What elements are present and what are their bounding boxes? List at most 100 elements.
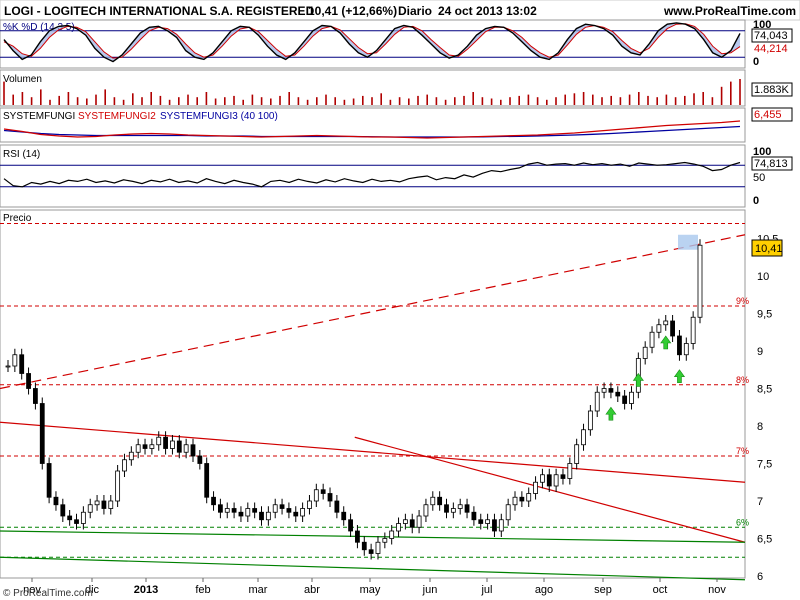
volume-bar [159,95,162,105]
time-axis-label: feb [195,584,210,596]
volume-bar [95,94,97,105]
candle [546,474,552,487]
rsi-panel: RSI (14) 100 50 0 74,813 [0,144,793,208]
candle [581,429,586,446]
volume-bar [555,97,557,105]
stochastic-k-value: 74,043 [754,30,788,42]
volume-bar [132,93,134,105]
time-axis-label: may [360,584,381,596]
time-axis-label: ago [535,584,553,596]
volume-bar [481,97,484,105]
stochastic-label: %K %D (14 3 5) [3,22,75,33]
candle [505,504,511,521]
volume-bar [316,97,318,105]
candle [163,436,168,449]
price-tick-label: 8 [757,421,763,433]
price-tick-label: 6,5 [757,534,772,546]
price-level-label: 7% [736,446,749,456]
volume-bar [279,95,281,105]
time-axis-label: nov [23,584,41,596]
header-quote: 10,41 (+12,66%) [308,4,397,18]
price-axis: 10,5109,598,587,576,56 [757,234,778,584]
volume-bar [67,92,70,105]
price-tick-label: 9,5 [757,309,772,321]
volume-bar [500,99,502,105]
volume-bar [260,97,263,105]
time-axis-label: jun [422,584,438,596]
systemfungi-label-2: SYSTEMFUNGI2 [78,111,156,122]
time-axis-label: oct [653,584,668,596]
candle [245,508,251,517]
trendline [0,234,746,390]
candle [183,444,189,453]
candle [622,395,628,404]
systemfungi-plot [3,120,741,139]
candle [587,410,593,431]
stochastic-tick-0: 0 [753,56,759,68]
price-plot: 9% 8% 7% 6% [0,223,749,581]
volume-bar [86,98,88,105]
candle [368,549,374,554]
time-axis-label: abr [304,584,320,596]
price-tick-label: 7,5 [757,459,772,471]
trendline [354,436,746,543]
volume-bar [233,95,235,105]
volume-bar [610,95,612,105]
volume-bar [518,95,520,105]
candle [286,508,292,513]
candle [300,508,306,517]
candle [313,489,319,502]
candle [430,496,436,506]
candle [615,391,621,397]
volume-bar [546,99,548,105]
candle [553,474,559,487]
candle [108,500,114,509]
candle [149,444,155,449]
time-axis-label: 2013 [134,584,158,596]
candle [115,470,121,502]
volume-bar [306,99,309,105]
candle [444,504,449,513]
volume-bar [702,92,704,105]
candle [272,504,278,513]
candle [677,335,682,356]
rsi-label: RSI (14) [3,149,40,160]
volume-bar [573,93,576,105]
candle [156,436,162,446]
candle [498,519,504,532]
price-level-label: 6% [736,517,749,527]
volume-bar [196,97,198,105]
stochastic-frame [0,19,746,69]
volume-bar [389,99,392,105]
time-axis-label: nov [708,584,726,596]
volume-bar [739,79,741,105]
candle [409,519,415,528]
candle [574,444,580,464]
volume-bar [693,93,695,105]
candle [402,519,408,524]
rsi-value-box [751,156,793,171]
candle [238,511,244,517]
volume-bar [380,93,382,105]
candle [690,316,696,344]
volume-bar [12,94,14,105]
candle [12,354,18,367]
candle [26,373,31,389]
candle [279,504,285,509]
candle [39,403,45,464]
rsi-value: 74,813 [754,158,788,170]
candle [327,493,333,502]
candle [87,504,93,513]
candle [170,440,175,449]
buy-arrow-icon [605,406,617,421]
candle [197,455,203,464]
candle [656,324,662,333]
volume-bar [592,94,594,105]
volume-bar [730,81,732,105]
header-datetime: 24 oct 2013 13:02 [438,4,537,18]
trendline [0,421,746,483]
highlight-zone [678,234,698,250]
volume-bar [352,98,355,105]
